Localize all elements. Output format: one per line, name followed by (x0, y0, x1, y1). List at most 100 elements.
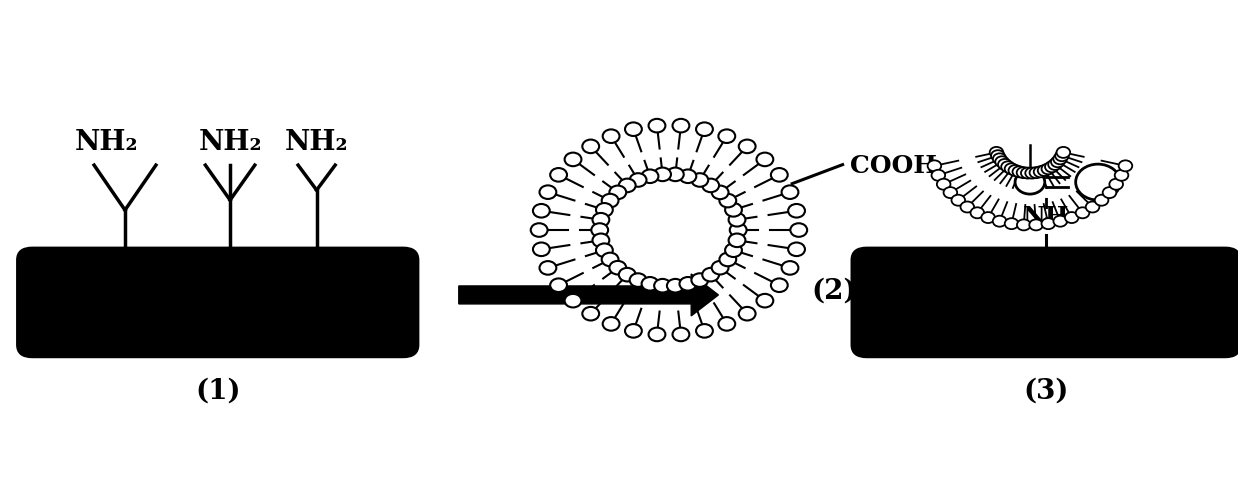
Circle shape (530, 224, 548, 237)
Circle shape (970, 208, 984, 219)
Circle shape (691, 174, 709, 187)
Circle shape (1056, 151, 1069, 162)
Circle shape (642, 170, 658, 184)
Circle shape (1042, 219, 1056, 229)
Circle shape (725, 203, 742, 217)
Circle shape (533, 243, 550, 257)
Circle shape (782, 186, 798, 199)
Circle shape (1017, 168, 1031, 179)
Text: NH: NH (1022, 204, 1069, 228)
Circle shape (618, 269, 636, 282)
Circle shape (738, 307, 756, 321)
FancyArrow shape (458, 275, 719, 316)
Circle shape (629, 274, 647, 287)
Circle shape (1103, 188, 1116, 199)
Text: NH₂: NH₂ (285, 129, 348, 156)
Circle shape (1048, 160, 1062, 170)
Circle shape (1066, 212, 1078, 223)
Circle shape (691, 274, 709, 287)
Circle shape (696, 325, 712, 338)
Circle shape (995, 157, 1009, 168)
Circle shape (624, 325, 642, 338)
Circle shape (960, 202, 974, 213)
Circle shape (952, 195, 965, 206)
Circle shape (992, 154, 1006, 165)
FancyBboxPatch shape (852, 248, 1239, 357)
Circle shape (624, 123, 642, 137)
Circle shape (1012, 167, 1026, 178)
Circle shape (1115, 170, 1129, 181)
Circle shape (602, 253, 618, 267)
Circle shape (550, 169, 567, 182)
Circle shape (673, 120, 689, 133)
Circle shape (602, 318, 620, 331)
Circle shape (788, 243, 805, 257)
Circle shape (1075, 208, 1089, 219)
Circle shape (937, 179, 950, 190)
Circle shape (539, 186, 556, 199)
Circle shape (1005, 164, 1018, 175)
Circle shape (610, 262, 626, 275)
Text: NH₂: NH₂ (74, 129, 139, 156)
Circle shape (1053, 154, 1067, 165)
Circle shape (1038, 166, 1052, 177)
Circle shape (648, 328, 665, 342)
Circle shape (565, 294, 581, 308)
Circle shape (1051, 157, 1064, 168)
Circle shape (1015, 171, 1044, 195)
Circle shape (999, 160, 1012, 170)
Circle shape (981, 212, 995, 223)
Circle shape (790, 224, 807, 237)
Circle shape (928, 161, 942, 172)
Circle shape (602, 194, 618, 208)
Text: (1): (1) (195, 377, 240, 403)
Circle shape (1030, 220, 1043, 231)
Circle shape (720, 253, 736, 267)
Circle shape (610, 186, 626, 200)
Circle shape (618, 179, 636, 193)
Circle shape (992, 216, 1006, 227)
Circle shape (673, 328, 689, 342)
Circle shape (719, 318, 735, 331)
Circle shape (602, 130, 620, 144)
Circle shape (990, 148, 1004, 159)
Circle shape (1119, 161, 1132, 172)
Circle shape (592, 234, 610, 247)
Text: (3): (3) (1023, 377, 1069, 403)
Circle shape (679, 170, 696, 184)
Circle shape (1057, 148, 1070, 159)
Circle shape (1026, 168, 1038, 179)
Circle shape (703, 179, 719, 193)
Circle shape (1109, 179, 1123, 190)
Circle shape (696, 123, 712, 137)
Circle shape (771, 279, 788, 293)
Circle shape (654, 168, 672, 182)
Circle shape (582, 140, 600, 154)
Circle shape (738, 140, 756, 154)
Circle shape (725, 244, 742, 258)
Circle shape (729, 213, 746, 227)
Circle shape (771, 169, 788, 182)
Circle shape (944, 188, 958, 199)
Circle shape (730, 224, 747, 237)
Circle shape (1001, 162, 1015, 173)
Circle shape (1085, 202, 1099, 213)
Circle shape (592, 213, 610, 227)
Circle shape (757, 294, 773, 308)
Circle shape (591, 224, 608, 237)
Circle shape (991, 151, 1005, 162)
Circle shape (782, 262, 798, 275)
Circle shape (648, 120, 665, 133)
Circle shape (550, 279, 567, 293)
Circle shape (719, 130, 735, 144)
Circle shape (642, 278, 658, 291)
Circle shape (667, 280, 684, 293)
Circle shape (679, 278, 696, 291)
Circle shape (757, 153, 773, 167)
Circle shape (1021, 168, 1035, 179)
Text: COOH: COOH (850, 153, 937, 177)
Circle shape (1017, 220, 1031, 231)
Circle shape (711, 262, 729, 275)
Circle shape (1042, 164, 1056, 175)
Circle shape (1030, 168, 1043, 179)
